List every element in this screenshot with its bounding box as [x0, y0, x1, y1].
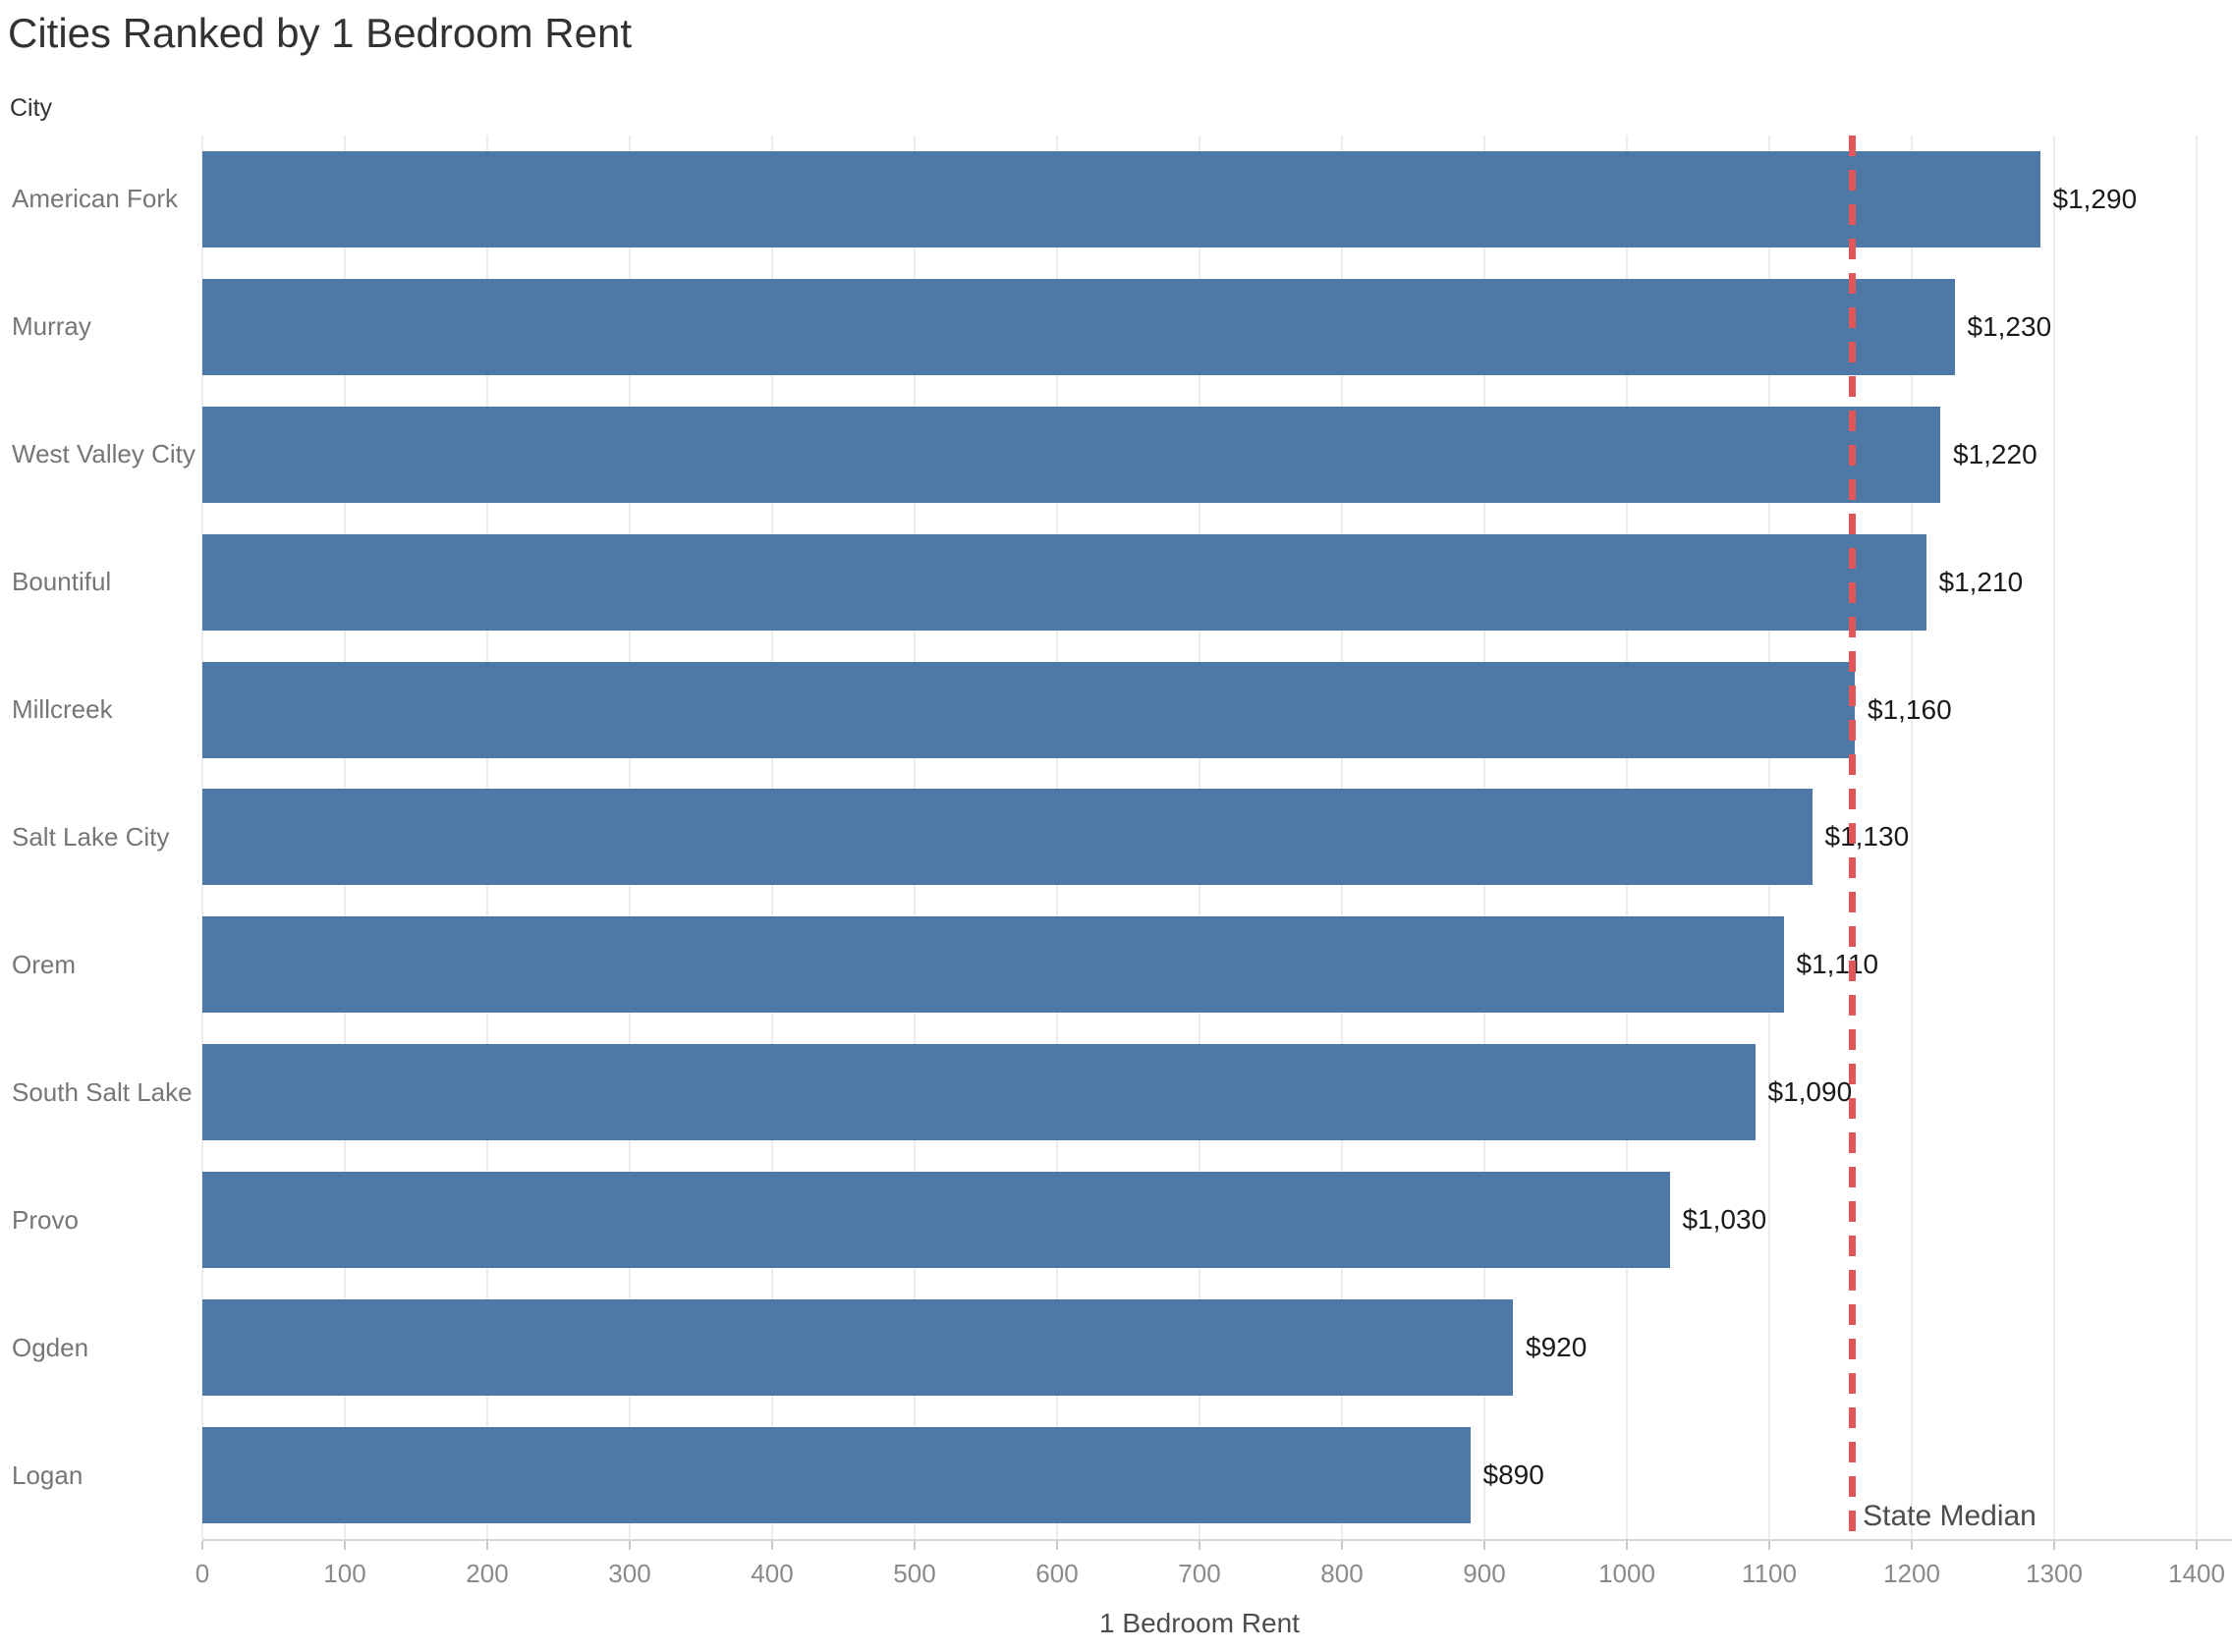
- x-tick-mark: [629, 1541, 631, 1550]
- bar-row: Provo $1,030: [0, 1156, 2232, 1284]
- x-tick-label: 500: [893, 1559, 936, 1588]
- gridline: [2196, 136, 2198, 1539]
- category-label: Ogden: [12, 1332, 89, 1362]
- bar[interactable]: [202, 150, 2040, 248]
- x-tick-label: 800: [1320, 1559, 1364, 1588]
- x-tick-mark: [486, 1541, 488, 1550]
- category-label: South Salt Lake: [12, 1076, 193, 1107]
- category-label: Murray: [12, 311, 91, 342]
- category-label: American Fork: [12, 184, 179, 214]
- gridline: [2053, 136, 2055, 1539]
- state-median-label: State Median: [1863, 1500, 2037, 1532]
- x-tick-mark: [1911, 1541, 1913, 1550]
- x-tick-label: 700: [1178, 1559, 1221, 1588]
- bar-row: Murray $1,230: [0, 263, 2232, 391]
- x-tick-mark: [1483, 1541, 1485, 1550]
- x-tick-label: 300: [608, 1559, 651, 1588]
- x-tick-label: 400: [751, 1559, 794, 1588]
- category-label: West Valley City: [12, 439, 195, 469]
- bar[interactable]: [202, 1299, 1513, 1397]
- value-label: $1,160: [1868, 693, 1952, 725]
- category-label: Provo: [12, 1204, 79, 1235]
- bar[interactable]: [202, 1172, 1670, 1269]
- x-axis-title: 1 Bedroom Rent: [1099, 1608, 1300, 1638]
- bar-row: Ogden $920: [0, 1284, 2232, 1411]
- bar-row: West Valley City $1,220: [0, 391, 2232, 519]
- category-label: Millcreek: [12, 694, 113, 725]
- bar[interactable]: [202, 789, 1813, 886]
- x-tick-mark: [2053, 1541, 2055, 1550]
- x-tick-mark: [2196, 1541, 2198, 1550]
- x-tick-label: 600: [1035, 1559, 1079, 1588]
- x-tick-mark: [1341, 1541, 1343, 1550]
- x-tick-mark: [1626, 1541, 1628, 1550]
- x-tick-label: 1200: [1883, 1559, 1940, 1588]
- x-tick-label: 100: [323, 1559, 366, 1588]
- category-label: Bountiful: [12, 567, 112, 597]
- value-label: $1,220: [1953, 438, 2037, 469]
- state-median-line: [1849, 136, 1857, 1539]
- bar-row: Salt Lake City $1,130: [0, 774, 2232, 902]
- bar[interactable]: [202, 661, 1855, 758]
- x-tick-label: 1400: [2168, 1559, 2225, 1588]
- gridline: [1911, 136, 1913, 1539]
- x-tick-label: 0: [195, 1559, 210, 1588]
- value-label: $920: [1526, 1332, 1588, 1363]
- x-tick-mark: [344, 1541, 346, 1550]
- x-tick-label: 200: [466, 1559, 509, 1588]
- y-axis-title: City: [10, 94, 53, 122]
- bar[interactable]: [202, 916, 1784, 1014]
- value-label: $1,290: [2052, 183, 2138, 214]
- value-label: $1,210: [1938, 566, 2024, 597]
- value-label: $1,030: [1682, 1204, 1767, 1236]
- x-tick-label: 1000: [1598, 1559, 1655, 1588]
- x-tick-mark: [1056, 1541, 1058, 1550]
- category-label: Logan: [12, 1459, 84, 1490]
- bar[interactable]: [202, 1427, 1471, 1524]
- x-tick-label: 1300: [2026, 1559, 2083, 1588]
- bar[interactable]: [202, 278, 1955, 375]
- bar-row: Millcreek $1,160: [0, 646, 2232, 774]
- bar-row: Logan $890: [0, 1411, 2232, 1539]
- value-label: $890: [1482, 1459, 1544, 1491]
- value-label: $1,110: [1796, 949, 1879, 980]
- value-label: $1,230: [1967, 310, 2052, 342]
- x-tick-mark: [771, 1541, 773, 1550]
- x-axis-line: [202, 1539, 2232, 1541]
- value-label: $1,090: [1767, 1076, 1853, 1108]
- value-label: $1,130: [1824, 821, 1910, 853]
- x-tick-mark: [201, 1541, 203, 1550]
- bar-row: American Fork $1,290: [0, 136, 2232, 263]
- category-label: Salt Lake City: [12, 821, 170, 852]
- x-tick-label: 1100: [1742, 1559, 1797, 1588]
- category-label: Orem: [12, 949, 76, 979]
- x-tick-mark: [1199, 1541, 1200, 1550]
- bar-row: Orem $1,110: [0, 901, 2232, 1028]
- chart-title: Cities Ranked by 1 Bedroom Rent: [8, 10, 632, 56]
- bar[interactable]: [202, 1044, 1756, 1141]
- bar-row: Bountiful $1,210: [0, 519, 2232, 646]
- bar-row: South Salt Lake $1,090: [0, 1028, 2232, 1156]
- bar[interactable]: [202, 406, 1940, 503]
- x-tick-label: 900: [1463, 1559, 1506, 1588]
- x-tick-mark: [914, 1541, 916, 1550]
- bar[interactable]: [202, 533, 1926, 631]
- x-tick-mark: [1768, 1541, 1770, 1550]
